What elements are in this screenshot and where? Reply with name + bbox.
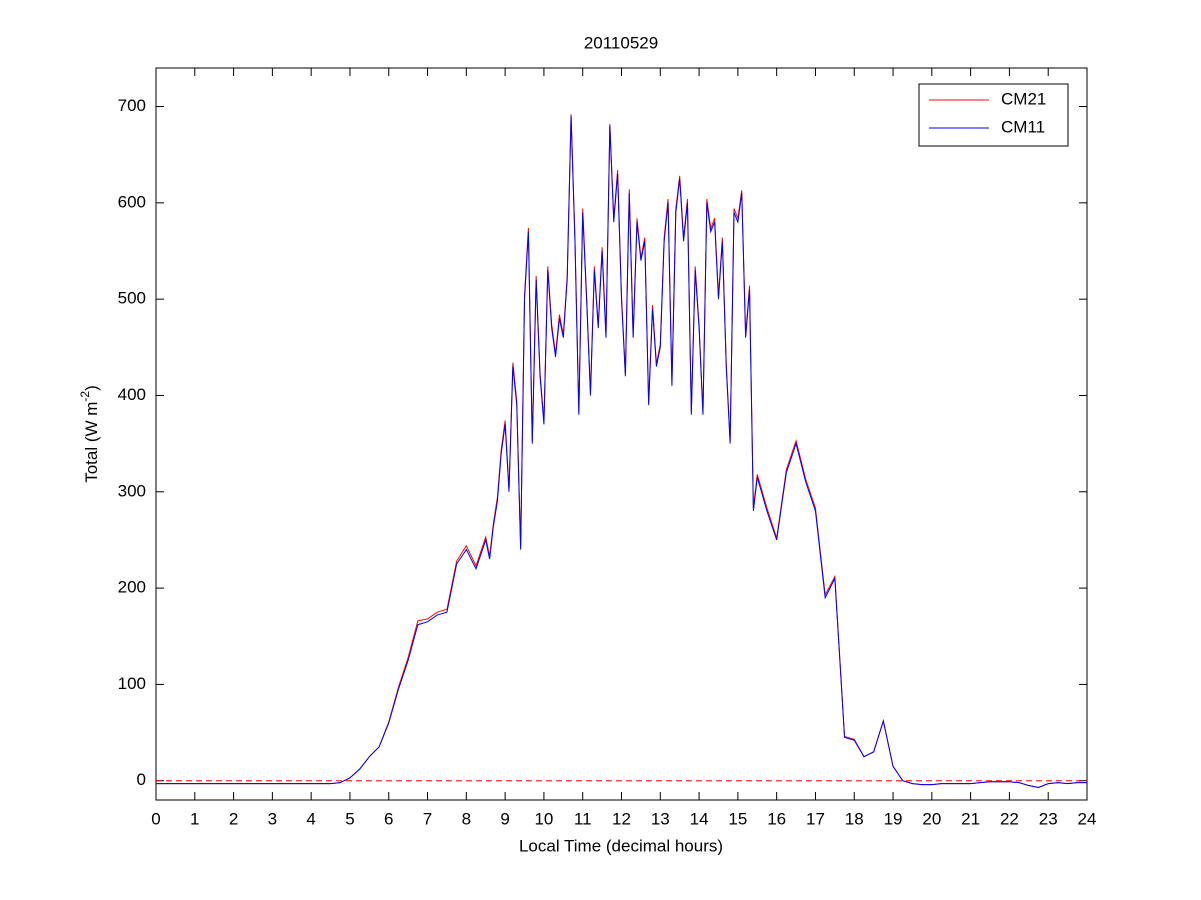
x-tick-label: 21 — [961, 809, 980, 828]
chart-title: 20110529 — [584, 33, 658, 52]
y-axis-label-part: Total (W m — [82, 402, 101, 483]
x-tick-label: 7 — [423, 809, 432, 828]
legend-label: CM21 — [1001, 89, 1046, 108]
x-tick-label: 22 — [1000, 809, 1019, 828]
x-tick-label: 9 — [500, 809, 509, 828]
y-tick-label: 700 — [118, 96, 146, 115]
y-axis-label-sup: -2 — [78, 391, 92, 402]
y-tick-label: 300 — [118, 481, 146, 500]
x-tick-label: 23 — [1039, 809, 1058, 828]
y-axis-label-part: ) — [82, 385, 101, 391]
y-tick-label: 200 — [118, 578, 146, 597]
x-tick-label: 12 — [612, 809, 631, 828]
x-tick-label: 6 — [384, 809, 393, 828]
plot-area — [155, 67, 1088, 801]
y-tick-label: 100 — [118, 674, 146, 693]
x-tick-label: 18 — [845, 809, 864, 828]
x-tick-label: 14 — [690, 809, 709, 828]
x-tick-label: 17 — [806, 809, 825, 828]
x-tick-label: 0 — [151, 809, 160, 828]
series-line — [156, 116, 1087, 788]
y-tick-label: 400 — [118, 385, 146, 404]
legend-label: CM11 — [1001, 117, 1045, 136]
x-tick-label: 3 — [268, 809, 277, 828]
x-tick-label: 20 — [922, 809, 941, 828]
x-tick-label: 24 — [1078, 809, 1097, 828]
y-tick-label: 500 — [118, 289, 146, 308]
y-tick-label: 0 — [137, 770, 146, 789]
y-axis-label: Total (W m-2) — [78, 385, 101, 483]
x-tick-label: 15 — [728, 809, 747, 828]
x-tick-label: 19 — [884, 809, 903, 828]
x-tick-label: 5 — [345, 809, 354, 828]
x-tick-label: 10 — [534, 809, 553, 828]
x-tick-label: 8 — [462, 809, 471, 828]
x-tick-label: 11 — [574, 809, 592, 828]
x-axis-label: Local Time (decimal hours) — [519, 836, 723, 855]
legend-box — [918, 83, 1069, 147]
x-tick-label: 16 — [767, 809, 786, 828]
x-tick-label: 4 — [306, 809, 315, 828]
x-tick-label: 13 — [651, 809, 670, 828]
x-tick-label: 1 — [190, 809, 199, 828]
x-tick-label: 2 — [229, 809, 238, 828]
y-tick-label: 600 — [118, 192, 146, 211]
